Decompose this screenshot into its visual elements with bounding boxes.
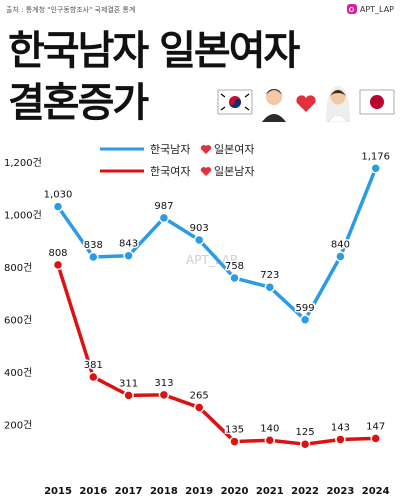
data-label: 903: [190, 223, 209, 234]
data-label: 135: [225, 425, 244, 436]
data-point: [229, 272, 240, 284]
x-tick-label: 2016: [79, 486, 107, 497]
data-label: 758: [225, 261, 244, 272]
source-note: 출처 : 통계청 "인구동향조사" 국제결혼 통계: [6, 6, 136, 14]
data-label: 840: [331, 240, 350, 251]
data-point: [88, 371, 99, 383]
data-point: [370, 433, 381, 444]
data-label: 125: [296, 427, 315, 438]
line-chart: 200건 400건 600건 800건 1,000건 1,200건 2015 2016 201…: [4, 142, 392, 497]
title-line-1: 한국남자 일본여자: [8, 28, 300, 74]
data-point: [88, 251, 99, 263]
legend-heart-icon-2: [200, 167, 212, 176]
y-tick-label: 200건: [4, 420, 32, 432]
data-point: [123, 390, 134, 401]
data-point: [335, 434, 346, 445]
y-tick-label: 400건: [4, 367, 32, 379]
groom-icon: [262, 89, 286, 122]
data-label: 381: [84, 360, 103, 371]
data-point: [264, 435, 276, 446]
data-label: 843: [119, 239, 138, 250]
instagram-handle[interactable]: APT_LAP: [346, 4, 394, 14]
data-label: 140: [260, 423, 279, 434]
legend-right-1: 일본여자: [214, 142, 254, 156]
x-tick-label: 2020: [221, 486, 249, 497]
x-tick-label: 2021: [256, 486, 284, 497]
legend-left-2: 한국여자: [150, 165, 190, 178]
x-tick-label: 2024: [362, 486, 390, 497]
instagram-icon: [346, 4, 357, 14]
y-tick-label: 600건: [4, 315, 32, 327]
y-tick-label: 1,200건: [4, 157, 42, 169]
x-tick-label: 2019: [185, 486, 213, 497]
japan-flag-icon: [359, 89, 395, 115]
data-point: [335, 251, 346, 262]
handle-text: APT_LAP: [359, 4, 394, 14]
data-label: 143: [331, 422, 350, 433]
data-label: 265: [190, 390, 209, 401]
data-point: [158, 389, 170, 401]
series-line-2: [56, 264, 376, 446]
top-bar: 출처 : 통계청 "인구동향조사" 국제결혼 통계 APT_LAP: [6, 4, 394, 18]
title-line-2: 결혼증가: [8, 80, 149, 126]
data-point: [193, 234, 205, 246]
data-point: [52, 259, 64, 271]
watermark: APT_LAP: [186, 253, 237, 267]
data-label: 313: [154, 378, 173, 389]
data-point: [193, 402, 205, 413]
x-tick-label: 2023: [326, 486, 354, 497]
data-label: 311: [119, 378, 138, 389]
data-point: [158, 212, 170, 224]
data-label: 1,176: [361, 151, 390, 162]
data-label: 599: [296, 303, 315, 314]
emoji-group: [217, 86, 395, 122]
bride-icon: [326, 86, 350, 122]
x-tick-label: 2022: [291, 486, 319, 497]
data-label: 723: [260, 270, 279, 281]
y-tick-label: 800건: [4, 262, 32, 274]
data-label: 808: [48, 248, 67, 259]
data-point: [52, 201, 64, 212]
data-point: [123, 250, 134, 261]
data-point: [264, 281, 276, 293]
data-point: [299, 438, 311, 450]
series-line-1: [56, 167, 378, 322]
data-point: [299, 314, 311, 326]
y-tick-label: 1,000건: [4, 210, 42, 222]
data-point: [229, 436, 240, 447]
data-point: [370, 163, 381, 174]
heart-icon: [296, 95, 316, 112]
data-label: 838: [84, 240, 103, 251]
data-label: 1,030: [44, 190, 73, 201]
legend-left-1: 한국남자: [150, 143, 190, 156]
data-label: 987: [154, 201, 173, 212]
x-tick-label: 2015: [44, 486, 72, 497]
x-tick-label: 2017: [115, 486, 143, 497]
data-label: 147: [366, 421, 385, 432]
legend-right-2: 일본남자: [214, 164, 254, 178]
legend: 한국남자 일본여자 한국여자 일본남자: [100, 142, 254, 178]
korea-flag-icon: [217, 89, 253, 115]
legend-heart-icon-1: [200, 145, 212, 154]
x-tick-label: 2018: [150, 486, 178, 497]
